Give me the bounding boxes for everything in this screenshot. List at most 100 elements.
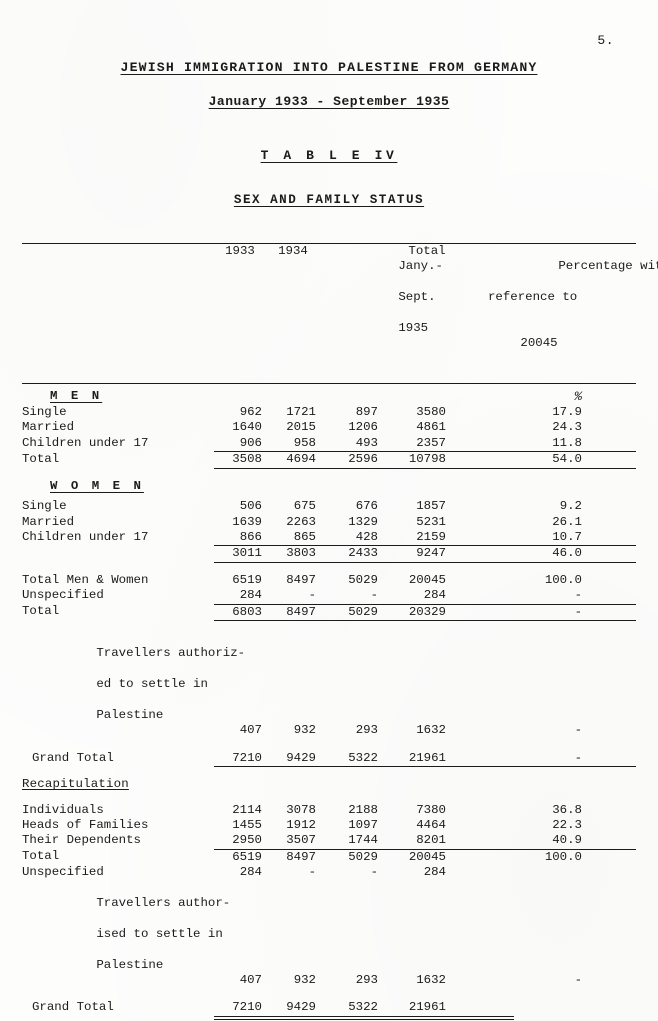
section-header-women: W O M E N [22,479,636,494]
cell-percentage: 11.8 [472,435,636,453]
spacer-row [22,562,636,573]
cell-percentage: 24.3 [552,420,582,435]
table-row: Single 506 675 676 1857 9.2 [22,499,636,514]
table-header-rule [22,382,636,384]
row-label: Married [22,420,75,435]
table-row-total: Total 6519 8497 5029 20045 100.0 [22,849,636,865]
cell-1935: 5029 [320,604,382,621]
table-row: Single 962 1721 897 3580 17.9 [22,405,636,420]
travellers-label-line1: Travellers authoriz- [96,646,246,661]
document-title: JEWISH IMMIGRATION INTO PALESTINE FROM G… [120,60,538,75]
column-header-percentage: Percentage with reference to 20045 [472,244,658,383]
cell-total: 21961 [408,1000,446,1015]
cell-1933: 866 [214,529,266,547]
column-header-total: Total [408,244,446,258]
cell-1933: 407 [239,723,262,738]
cell-percentage: - [574,723,582,738]
cell-total: 20045 [408,849,446,864]
cell-1935: 5029 [348,572,378,587]
column-header-label [22,244,214,383]
cell-1934: 9429 [286,1000,316,1015]
cell-1933: 1455 [232,818,262,832]
cell-total: 2159 [382,529,472,547]
cell-1935: 897 [355,405,378,420]
cell-1934: - [266,588,320,605]
cell-percentage: - [472,750,636,768]
table-row: Children under 17 866 865 428 2159 10.7 [22,529,636,547]
spacer-row [22,468,636,479]
cell-percentage: - [472,588,636,605]
cell-percentage: 54.0 [472,451,636,469]
document-date-range: January 1933 - September 1935 [208,94,450,109]
table-row: Individuals 2114 3078 2188 7380 36.8 [22,803,636,818]
cell-total: 7380 [416,802,446,817]
row-label: Total [22,604,60,619]
cell-total: 5231 [416,514,446,529]
cell-total: 20045 [408,572,446,587]
cell-total: 9247 [382,545,472,563]
column-header-1933: 1933 [225,244,255,258]
travellers-label-line3: Palestine [96,707,164,722]
cell-1935: 293 [355,973,378,988]
cell-1935: 676 [355,499,378,514]
cell-total: 3580 [416,405,446,420]
cell-total: 284 [382,588,472,605]
cell-1935: 2596 [320,451,382,469]
row-label: Total [22,451,60,466]
table-label: T A B L E IV [260,148,398,163]
cell-1935: 428 [320,529,382,547]
row-label: Single [22,405,67,420]
cell-1935: 293 [355,723,378,738]
spacer-row [22,793,636,803]
cell-1935: 5322 [320,750,382,768]
row-label: Individuals [22,802,104,817]
section-title-recapitulation: Recapitulation [22,777,129,792]
pct-header-line2: reference to [488,290,578,305]
row-label: Unspecified [22,865,104,880]
cell-1934: 932 [293,973,316,988]
cell-total: 21961 [382,750,472,768]
cell-1934: 675 [293,499,316,514]
cell-percentage: 22.3 [552,818,582,832]
spacer-row [22,990,636,1000]
table-body: M E N % Single 962 1721 897 3580 17.9 Ma… [22,384,636,1016]
table-row: Unspecified 284 - - 284 - [22,588,636,605]
cell-percentage: 36.8 [552,802,582,817]
travellers-label-line2: ed to settle in [96,677,208,692]
cell-1933: 407 [239,973,262,988]
table-row-total: Total 3508 4694 2596 10798 54.0 [22,451,636,469]
row-label: Children under 17 [22,529,149,544]
cell-1933: 962 [239,405,262,420]
cell-1935: - [320,588,382,605]
cell-percentage: - [472,604,636,621]
row-label: Married [22,514,75,529]
cell-1934: 1721 [286,405,316,420]
cell-total: 1632 [416,973,446,988]
cell-1934: 3803 [266,545,320,563]
cell-percentage: 40.9 [472,833,636,850]
cell-total: 284 [423,865,446,880]
column-header-1935: Jany.- Sept. 1935 [320,244,443,383]
column-header-1935-line2: Sept. [398,290,436,305]
cell-1935: 5322 [348,1000,378,1015]
table-row-total: 3011 3803 2433 9247 46.0 [22,545,636,563]
section-title-women: W O M E N [50,478,144,493]
cell-percentage: 10.7 [472,529,636,547]
travellers-row-2: Travellers author- ised to settle in Pal… [22,881,636,989]
table-caption: SEX AND FAMILY STATUS [233,193,425,207]
table-row: Married 1640 2015 1206 4861 24.3 [22,420,636,435]
cell-percentage [472,865,636,880]
cell-1933: 2950 [214,833,266,850]
table-row: Their Dependents 2950 3507 1744 8201 40.… [22,833,636,850]
travellers-label-2: Travellers author- ised to settle in Pal… [22,881,230,989]
row-label [22,546,214,562]
pct-header-line1: Percentage with [558,259,658,274]
cell-1934: 932 [293,723,316,738]
cell-1935: 2188 [348,802,378,817]
section-header-men: M E N % [22,389,636,405]
cell-1933: 6519 [232,849,262,864]
table-row: Married 1639 2263 1329 5231 26.1 [22,515,636,530]
spacer-row [22,620,636,631]
section-title-men: M E N [50,388,103,403]
